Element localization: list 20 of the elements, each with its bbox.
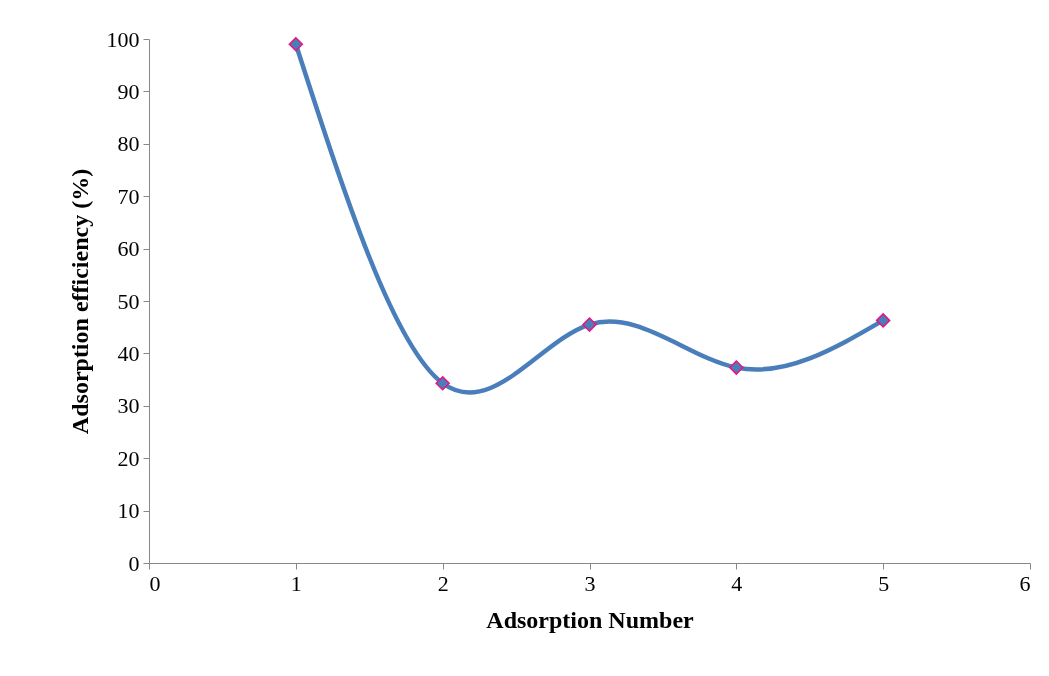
y-tick-label: 90 bbox=[117, 78, 140, 104]
y-tick-label: 20 bbox=[117, 445, 140, 471]
y-tick-label: 0 bbox=[128, 550, 140, 576]
y-tick-label: 40 bbox=[117, 340, 140, 366]
y-tick-label: 80 bbox=[117, 131, 140, 157]
y-axis-title: Adsorption efficiency (%) bbox=[66, 168, 93, 435]
x-tick-label: 1 bbox=[290, 570, 302, 596]
x-tick-label: 5 bbox=[878, 570, 890, 596]
y-tick-label: 30 bbox=[117, 393, 140, 419]
y-tick-label: 50 bbox=[117, 288, 140, 314]
x-tick-label: 0 bbox=[149, 570, 161, 596]
x-tick-label: 6 bbox=[1019, 570, 1031, 596]
y-tick-label: 10 bbox=[117, 498, 140, 524]
x-tick-label: 3 bbox=[584, 570, 596, 596]
y-tick-label: 60 bbox=[117, 236, 140, 262]
y-tick-label: 70 bbox=[117, 183, 140, 209]
y-tick-label: 100 bbox=[106, 26, 140, 52]
x-axis-title: Adsorption Number bbox=[486, 606, 695, 633]
x-tick-label: 2 bbox=[437, 570, 449, 596]
x-tick-label: 4 bbox=[731, 570, 743, 596]
